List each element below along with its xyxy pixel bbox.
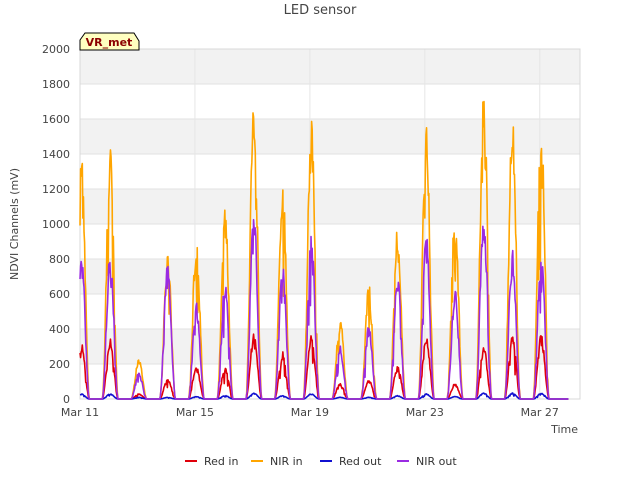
y-tick-label: 1000 (42, 218, 70, 231)
series-layer (79, 100, 569, 400)
plot-band (80, 119, 580, 154)
legend-label: Red in (204, 455, 238, 468)
y-tick-label: 1600 (42, 113, 70, 126)
y-tick-label: 1800 (42, 78, 70, 91)
badge-shape (79, 32, 140, 51)
x-tick-label: Mar 15 (176, 406, 214, 419)
y-tick-label: 1400 (42, 148, 70, 161)
x-axis-ticks: Mar 11 Mar 15 Mar 19 Mar 23 Mar 27 (61, 406, 559, 419)
y-tick-label: 800 (49, 253, 70, 266)
y-tick-label: 200 (49, 358, 70, 371)
chart-title: LED sensor (284, 3, 357, 18)
legend-label: Red out (339, 455, 382, 468)
x-tick-label: Mar 27 (521, 406, 559, 419)
legend-label: NIR out (416, 455, 457, 468)
y-tick-label: 600 (49, 288, 70, 301)
x-tick-label: Mar 11 (61, 406, 99, 419)
x-axis-label: Time (550, 423, 578, 436)
y-axis-ticks: 0 200 400 600 800 1000 1200 1400 1600 1800 2000 (42, 43, 70, 406)
legend: Red in NIR in Red out NIR out (185, 455, 457, 468)
y-tick-label: 0 (63, 393, 70, 406)
x-tick-label: Mar 19 (291, 406, 329, 419)
y-tick-label: 400 (49, 323, 70, 336)
plot-band (80, 189, 580, 224)
badge: VR_met (79, 32, 140, 51)
badge-label: VR_met (86, 36, 133, 49)
y-tick-label: 1200 (42, 183, 70, 196)
plot-band (80, 259, 580, 294)
plot-band (80, 49, 580, 84)
plot-band (80, 329, 580, 364)
plot-bands (80, 49, 580, 364)
y-tick-label: 2000 (42, 43, 70, 56)
legend-label: NIR in (270, 455, 303, 468)
x-tick-label: Mar 23 (406, 406, 444, 419)
series-line-nir-out (79, 218, 569, 400)
y-axis-label: NDVI Channels (mV) (8, 168, 21, 280)
